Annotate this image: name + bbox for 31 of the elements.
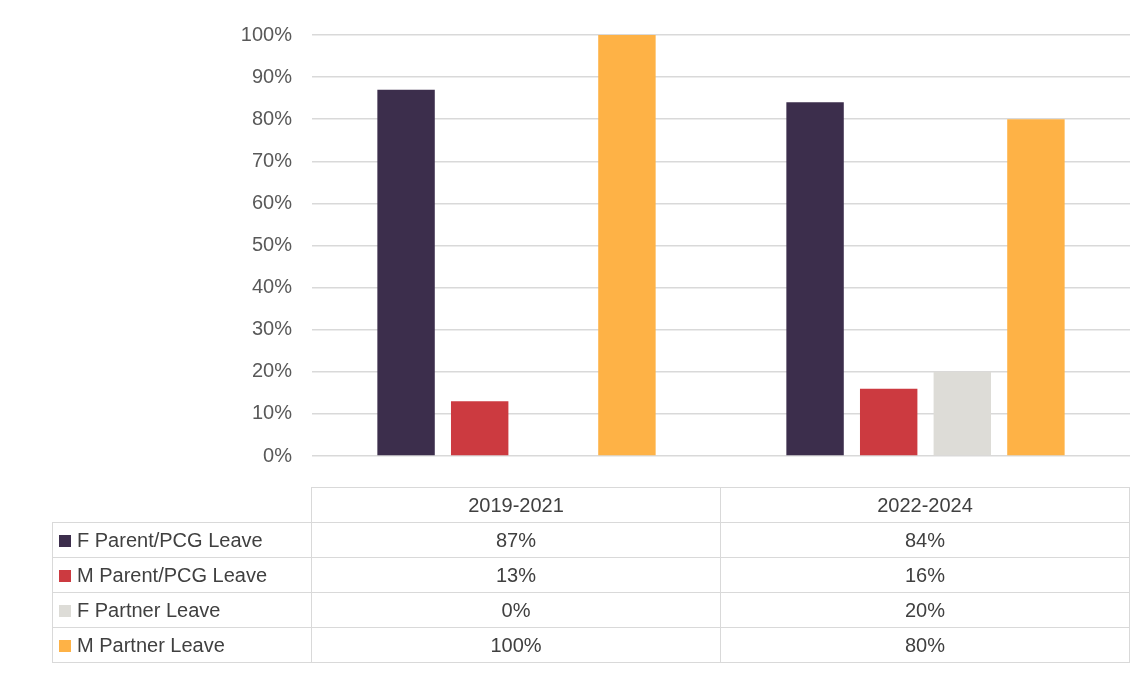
x-tick-label: 2022-2024 [720,487,1130,523]
legend-label: M Parent/PCG Leave [52,557,312,593]
y-tick-label: 100% [240,22,293,45]
y-tick-label: 0% [263,443,293,466]
legend-label: F Parent/PCG Leave [52,522,312,558]
bar [786,102,844,456]
bar [377,89,435,456]
y-tick-label: 20% [251,359,293,382]
bar [1007,119,1065,456]
y-tick-label: 10% [251,401,293,424]
y-tick-label: 60% [251,190,293,213]
y-tick-label: 70% [251,148,293,171]
bar [598,35,656,456]
y-tick-label: 80% [251,106,293,129]
data-label: 20% [720,592,1130,628]
data-label: 87% [311,522,721,558]
data-label: 84% [720,522,1130,558]
data-label: 13% [311,557,721,593]
bar [450,401,509,456]
data-label: 0% [311,592,721,628]
bar [859,388,918,456]
y-tick-label: 40% [251,275,293,298]
data-label: 16% [720,557,1130,593]
y-tick-label: 50% [251,233,293,256]
data-label: 80% [720,627,1130,663]
legend-label: F Partner Leave [52,592,312,628]
data-label: 100% [311,627,721,663]
x-tick-label: 2019-2021 [311,487,721,523]
y-tick-label: 30% [251,317,293,340]
y-tick-label: 90% [251,64,293,87]
legend-label: M Partner Leave [52,627,312,663]
